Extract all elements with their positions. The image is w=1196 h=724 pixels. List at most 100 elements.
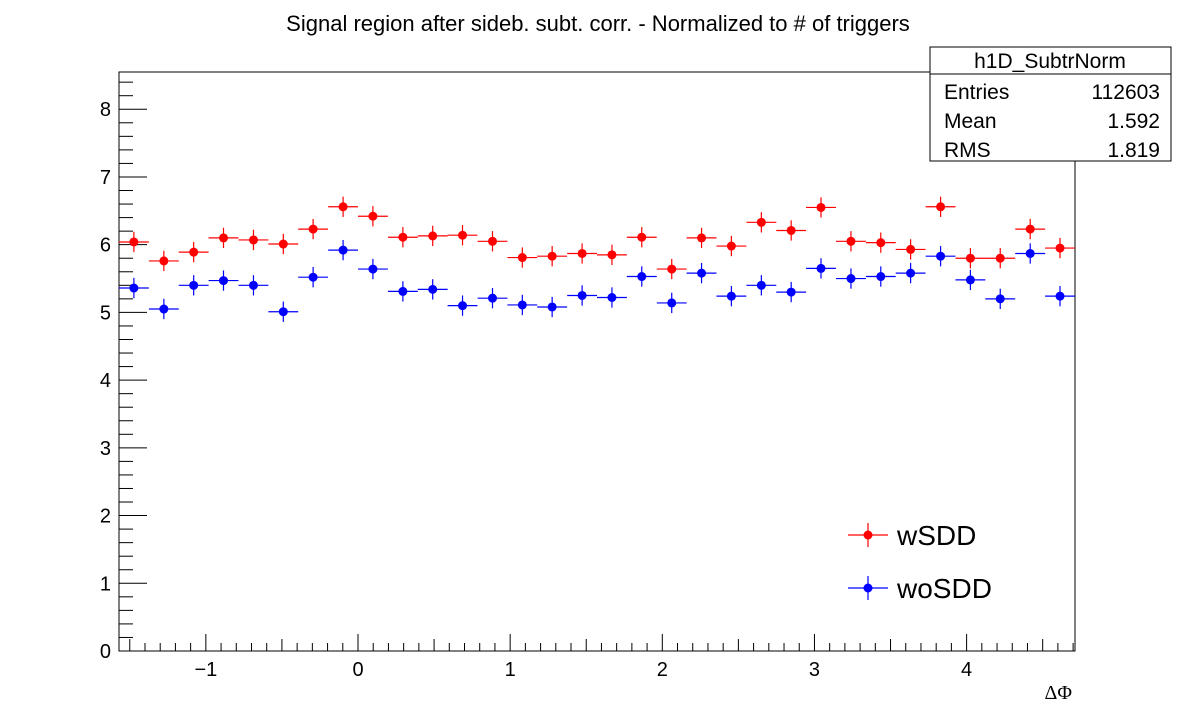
data-point (567, 285, 598, 306)
data-point (865, 266, 896, 287)
data-point (477, 231, 508, 252)
data-point (268, 301, 299, 322)
marker (398, 232, 408, 242)
marker (428, 231, 438, 241)
marker (248, 280, 258, 290)
marker (637, 272, 647, 282)
y-tick-label: 0 (100, 641, 111, 663)
data-point (328, 196, 359, 217)
marker (1025, 224, 1035, 234)
marker (368, 264, 378, 274)
marker (876, 272, 886, 282)
marker (816, 202, 826, 212)
data-point (118, 277, 149, 299)
data-point (238, 229, 269, 251)
legend-entry-wsdd: wSDD (848, 520, 976, 551)
stat-label-entries: Entries (944, 81, 1009, 104)
data-point (806, 197, 836, 218)
data-point (447, 295, 478, 316)
marker (129, 283, 139, 293)
data-point (985, 288, 1016, 310)
marker (637, 232, 647, 242)
x-axis-label: ΔΦ (1045, 682, 1073, 704)
marker (906, 244, 916, 254)
marker (577, 290, 587, 300)
data-point (357, 206, 388, 227)
marker (308, 272, 318, 282)
data-point (238, 275, 269, 296)
marker (218, 276, 228, 286)
data-point (298, 218, 329, 240)
data-point (806, 258, 836, 279)
marker (189, 247, 199, 257)
data-point (656, 292, 687, 314)
marker (577, 248, 587, 258)
stat-label-mean: Mean (944, 110, 997, 133)
data-point (178, 241, 209, 263)
data-point (925, 246, 956, 267)
x-tick-label: 0 (352, 659, 363, 681)
data-series (118, 196, 1075, 322)
data-point (597, 244, 627, 265)
marker (517, 253, 527, 263)
data-point (1015, 218, 1046, 240)
legend-label-wsdd: wSDD (896, 520, 976, 551)
data-point (328, 239, 359, 261)
marker (458, 301, 468, 311)
data-point (686, 262, 717, 284)
legend-marker-wsdd (863, 530, 873, 540)
x-tick-label: 2 (657, 659, 668, 681)
marker (458, 230, 468, 240)
data-point (686, 227, 717, 249)
marker (308, 224, 318, 234)
data-point (417, 225, 448, 247)
data-point (1045, 285, 1075, 307)
plot-frame (118, 71, 1076, 652)
data-point (865, 232, 896, 253)
data-point (118, 231, 149, 253)
marker (697, 233, 707, 243)
stat-value-mean: 1.592 (1107, 110, 1160, 133)
data-point (1015, 243, 1046, 264)
data-point (716, 285, 747, 307)
marker (846, 236, 856, 246)
data-point (387, 281, 418, 302)
marker (667, 298, 677, 308)
marker (786, 225, 796, 235)
marker (338, 245, 348, 255)
data-point (1045, 237, 1075, 259)
marker (1055, 291, 1065, 301)
marker (517, 300, 527, 310)
marker (697, 268, 707, 278)
marker (607, 293, 617, 303)
data-point (776, 281, 807, 303)
marker (756, 280, 766, 290)
marker (278, 239, 288, 249)
marker (159, 304, 169, 314)
series-woSDD (118, 239, 1075, 322)
data-point (836, 268, 866, 289)
marker (846, 274, 856, 284)
marker (965, 253, 975, 263)
data-point (537, 246, 568, 267)
marker (189, 280, 199, 290)
marker (248, 235, 258, 245)
y-tick-label: 7 (100, 167, 111, 189)
data-point (447, 225, 478, 246)
marker (816, 263, 826, 273)
marker (906, 268, 916, 278)
data-point (955, 248, 986, 269)
y-tick-label: 3 (100, 438, 111, 460)
data-point (148, 250, 179, 272)
data-point (268, 233, 299, 255)
stat-label-rms: RMS (944, 139, 991, 162)
data-point (955, 269, 986, 291)
marker (936, 202, 946, 212)
marker (786, 287, 796, 297)
data-point (507, 294, 538, 316)
marker (667, 264, 677, 274)
y-axis: 0 1 2 3 4 5 6 7 8 (100, 81, 147, 663)
stats-box-title: h1D_SubtrNorm (974, 50, 1126, 73)
marker (278, 307, 288, 317)
